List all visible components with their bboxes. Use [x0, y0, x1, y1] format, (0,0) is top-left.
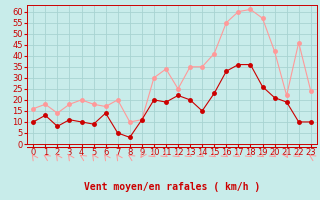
Text: Vent moyen/en rafales ( km/h ): Vent moyen/en rafales ( km/h ): [84, 182, 260, 192]
